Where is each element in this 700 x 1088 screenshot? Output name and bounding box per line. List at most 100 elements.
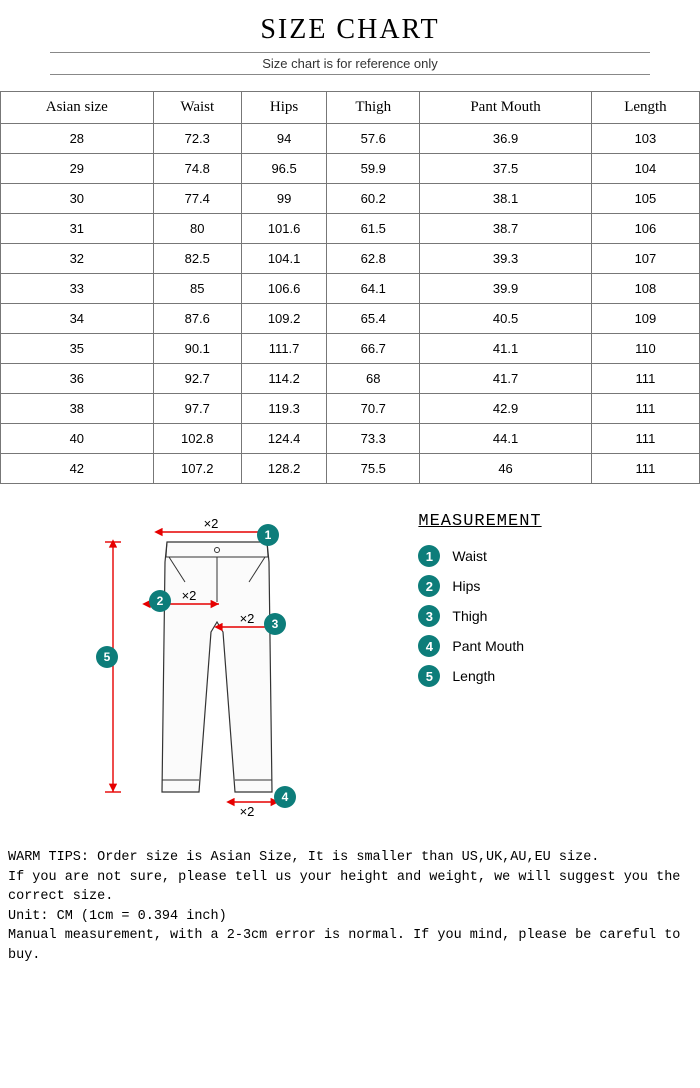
table-cell: 68 xyxy=(327,364,420,394)
legend-item: 2 Hips xyxy=(418,575,690,597)
table-row: 3897.7119.370.742.9111 xyxy=(1,394,700,424)
legend-column: MEASUREMENT 1Waist 2 Hips 3 Thigh 4 Pant Mouth… xyxy=(404,502,690,832)
table-cell: 92.7 xyxy=(153,364,241,394)
table-cell: 119.3 xyxy=(241,394,326,424)
table-cell: 64.1 xyxy=(327,274,420,304)
table-cell: 73.3 xyxy=(327,424,420,454)
table-cell: 57.6 xyxy=(327,124,420,154)
table-cell: 40 xyxy=(1,424,154,454)
table-cell: 75.5 xyxy=(327,454,420,484)
table-cell: 108 xyxy=(591,274,699,304)
table-column-header: Waist xyxy=(153,92,241,124)
table-cell: 104.1 xyxy=(241,244,326,274)
svg-text:×2: ×2 xyxy=(182,588,197,603)
legend-badge-icon: 1 xyxy=(418,545,440,567)
table-cell: 94 xyxy=(241,124,326,154)
table-header-row: Asian sizeWaistHipsThighPant MouthLength xyxy=(1,92,700,124)
table-cell: 106.6 xyxy=(241,274,326,304)
table-cell: 82.5 xyxy=(153,244,241,274)
legend-item: 5Length xyxy=(418,665,690,687)
table-column-header: Thigh xyxy=(327,92,420,124)
table-cell: 36 xyxy=(1,364,154,394)
table-cell: 41.1 xyxy=(420,334,592,364)
subtitle-wrap: Size chart is for reference only xyxy=(50,52,650,75)
table-cell: 32 xyxy=(1,244,154,274)
table-cell: 28 xyxy=(1,124,154,154)
table-cell: 114.2 xyxy=(241,364,326,394)
table-row: 2974.896.559.937.5104 xyxy=(1,154,700,184)
legend-item: 3 Thigh xyxy=(418,605,690,627)
table-cell: 38.1 xyxy=(420,184,592,214)
legend-item: 4 Pant Mouth xyxy=(418,635,690,657)
table-cell: 111 xyxy=(591,364,699,394)
table-cell: 65.4 xyxy=(327,304,420,334)
table-cell: 128.2 xyxy=(241,454,326,484)
table-cell: 40.5 xyxy=(420,304,592,334)
table-cell: 31 xyxy=(1,214,154,244)
table-cell: 36.9 xyxy=(420,124,592,154)
table-cell: 61.5 xyxy=(327,214,420,244)
diagram-column: ×2×2×2×212345 xyxy=(10,502,404,832)
table-column-header: Pant Mouth xyxy=(420,92,592,124)
table-cell: 111 xyxy=(591,454,699,484)
table-cell: 96.5 xyxy=(241,154,326,184)
table-cell: 107.2 xyxy=(153,454,241,484)
table-cell: 106 xyxy=(591,214,699,244)
legend-item: 1Waist xyxy=(418,545,690,567)
table-cell: 44.1 xyxy=(420,424,592,454)
table-cell: 111.7 xyxy=(241,334,326,364)
table-column-header: Length xyxy=(591,92,699,124)
table-cell: 104 xyxy=(591,154,699,184)
table-cell: 38.7 xyxy=(420,214,592,244)
table-cell: 97.7 xyxy=(153,394,241,424)
legend-badge-icon: 5 xyxy=(418,665,440,687)
pants-diagram: ×2×2×2×212345 xyxy=(57,502,357,832)
table-cell: 72.3 xyxy=(153,124,241,154)
table-row: 3692.7114.26841.7111 xyxy=(1,364,700,394)
table-cell: 77.4 xyxy=(153,184,241,214)
warm-tips: WARM TIPS: Order size is Asian Size, It … xyxy=(0,840,700,979)
legend-badge-icon: 3 xyxy=(418,605,440,627)
table-cell: 99 xyxy=(241,184,326,214)
table-cell: 101.6 xyxy=(241,214,326,244)
svg-text:1: 1 xyxy=(265,528,272,542)
table-cell: 39.9 xyxy=(420,274,592,304)
page-title: SIZE CHART xyxy=(0,14,700,46)
table-cell: 29 xyxy=(1,154,154,184)
table-column-header: Asian size xyxy=(1,92,154,124)
header: SIZE CHART Size chart is for reference o… xyxy=(0,0,700,91)
table-cell: 42 xyxy=(1,454,154,484)
page-subtitle: Size chart is for reference only xyxy=(50,56,650,71)
table-cell: 80 xyxy=(153,214,241,244)
legend-badge-icon: 4 xyxy=(418,635,440,657)
table-row: 3180101.661.538.7106 xyxy=(1,214,700,244)
table-cell: 87.6 xyxy=(153,304,241,334)
legend-label: Thigh xyxy=(452,608,487,624)
table-row: 3590.1111.766.741.1110 xyxy=(1,334,700,364)
table-cell: 66.7 xyxy=(327,334,420,364)
legend-title: MEASUREMENT xyxy=(418,512,690,531)
svg-text:×2: ×2 xyxy=(240,804,255,819)
table-row: 3077.49960.238.1105 xyxy=(1,184,700,214)
legend-badge-icon: 2 xyxy=(418,575,440,597)
svg-text:3: 3 xyxy=(272,617,279,631)
table-cell: 46 xyxy=(420,454,592,484)
table-cell: 109 xyxy=(591,304,699,334)
table-cell: 105 xyxy=(591,184,699,214)
table-row: 3385106.664.139.9108 xyxy=(1,274,700,304)
table-cell: 35 xyxy=(1,334,154,364)
measurement-section: ×2×2×2×212345 MEASUREMENT 1Waist2Hips3Th… xyxy=(0,484,700,840)
table-cell: 60.2 xyxy=(327,184,420,214)
table-row: 42107.2128.275.546111 xyxy=(1,454,700,484)
table-cell: 70.7 xyxy=(327,394,420,424)
table-cell: 110 xyxy=(591,334,699,364)
legend-label: Pant Mouth xyxy=(452,638,524,654)
legend-label: Hips xyxy=(452,578,480,594)
table-cell: 62.8 xyxy=(327,244,420,274)
table-cell: 85 xyxy=(153,274,241,304)
svg-text:2: 2 xyxy=(157,594,164,608)
table-cell: 39.3 xyxy=(420,244,592,274)
table-row: 3282.5104.162.839.3107 xyxy=(1,244,700,274)
svg-text:5: 5 xyxy=(104,650,111,664)
table-cell: 34 xyxy=(1,304,154,334)
